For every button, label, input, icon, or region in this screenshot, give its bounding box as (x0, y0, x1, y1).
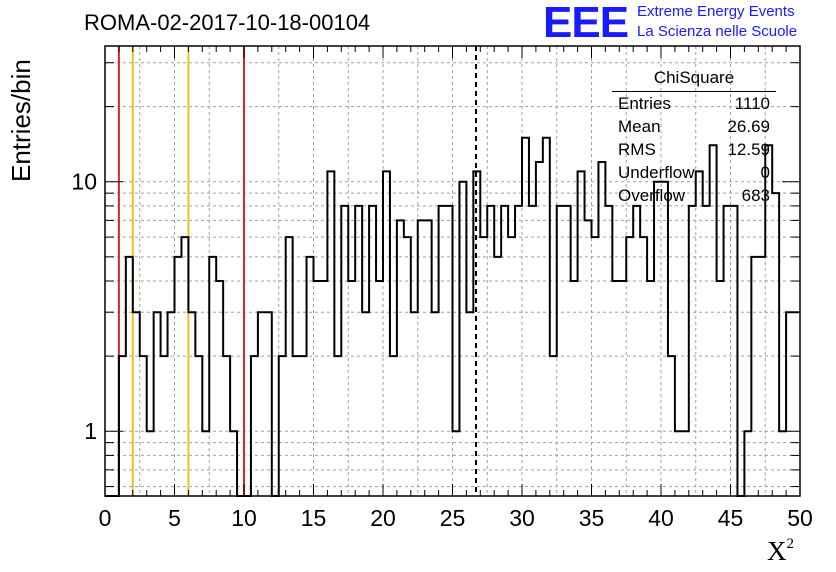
histogram-step-line (105, 136, 800, 497)
stats-row-mean: Mean 26.69 (612, 115, 776, 138)
y-tick-label: 10 (71, 169, 97, 195)
logo-line-2: La Scienza nelle Scuole (637, 23, 798, 40)
x-axis-label: X2 (767, 536, 794, 567)
chart-title: ROMA-02-2017-10-18-00104 (84, 10, 371, 35)
stats-value: 683 (741, 186, 770, 205)
stats-value: 1110 (734, 94, 770, 113)
stats-value: 26.69 (727, 117, 770, 136)
x-tick-label: 0 (99, 505, 112, 531)
x-tick-label: 15 (301, 505, 327, 531)
eee-logo: EEE (543, 0, 629, 47)
stats-key: Mean (618, 117, 661, 136)
x-tick-label: 25 (440, 505, 466, 531)
logo-line-1: Extreme Energy Events (637, 3, 795, 20)
x-tick-label: 35 (579, 505, 605, 531)
x-tick-label: 50 (787, 505, 813, 531)
stats-row-underflow: Underflow 0 (612, 161, 776, 184)
stats-row-entries: Entries 1110 (612, 92, 776, 115)
reference-lines (117, 46, 245, 496)
x-tick-label: 20 (370, 505, 396, 531)
y-tick-label: 1 (84, 418, 97, 444)
stats-row-rms: RMS 12.59 (612, 138, 776, 161)
axis-tick-labels: 0 5 10 15 20 25 30 35 40 45 50 1 10 (71, 169, 812, 531)
x-tick-label: 30 (509, 505, 535, 531)
stats-row-overflow: Overflow 683 (612, 184, 776, 207)
x-tick-label: 45 (718, 505, 744, 531)
stats-title: ChiSquare (653, 68, 735, 87)
x-axis-label-superscript: 2 (786, 536, 795, 552)
stats-key: Overflow (618, 186, 686, 205)
stats-value: 12.59 (727, 140, 770, 159)
x-axis-label-text: X (767, 536, 787, 566)
stats-box: ChiSquare Entries 1110 Mean 26.69 RMS 12.59… (612, 67, 776, 207)
stats-key: Entries (618, 94, 671, 113)
x-tick-label: 10 (231, 505, 257, 531)
stats-key: RMS (618, 140, 656, 159)
stats-divider (612, 91, 776, 92)
stats-value: 0 (760, 163, 770, 182)
stats-key: Underflow (618, 163, 695, 182)
axis-ticks (104, 46, 801, 496)
y-axis-label: Entries/bin (6, 59, 36, 182)
x-tick-label: 40 (648, 505, 674, 531)
x-tick-label: 5 (168, 505, 181, 531)
